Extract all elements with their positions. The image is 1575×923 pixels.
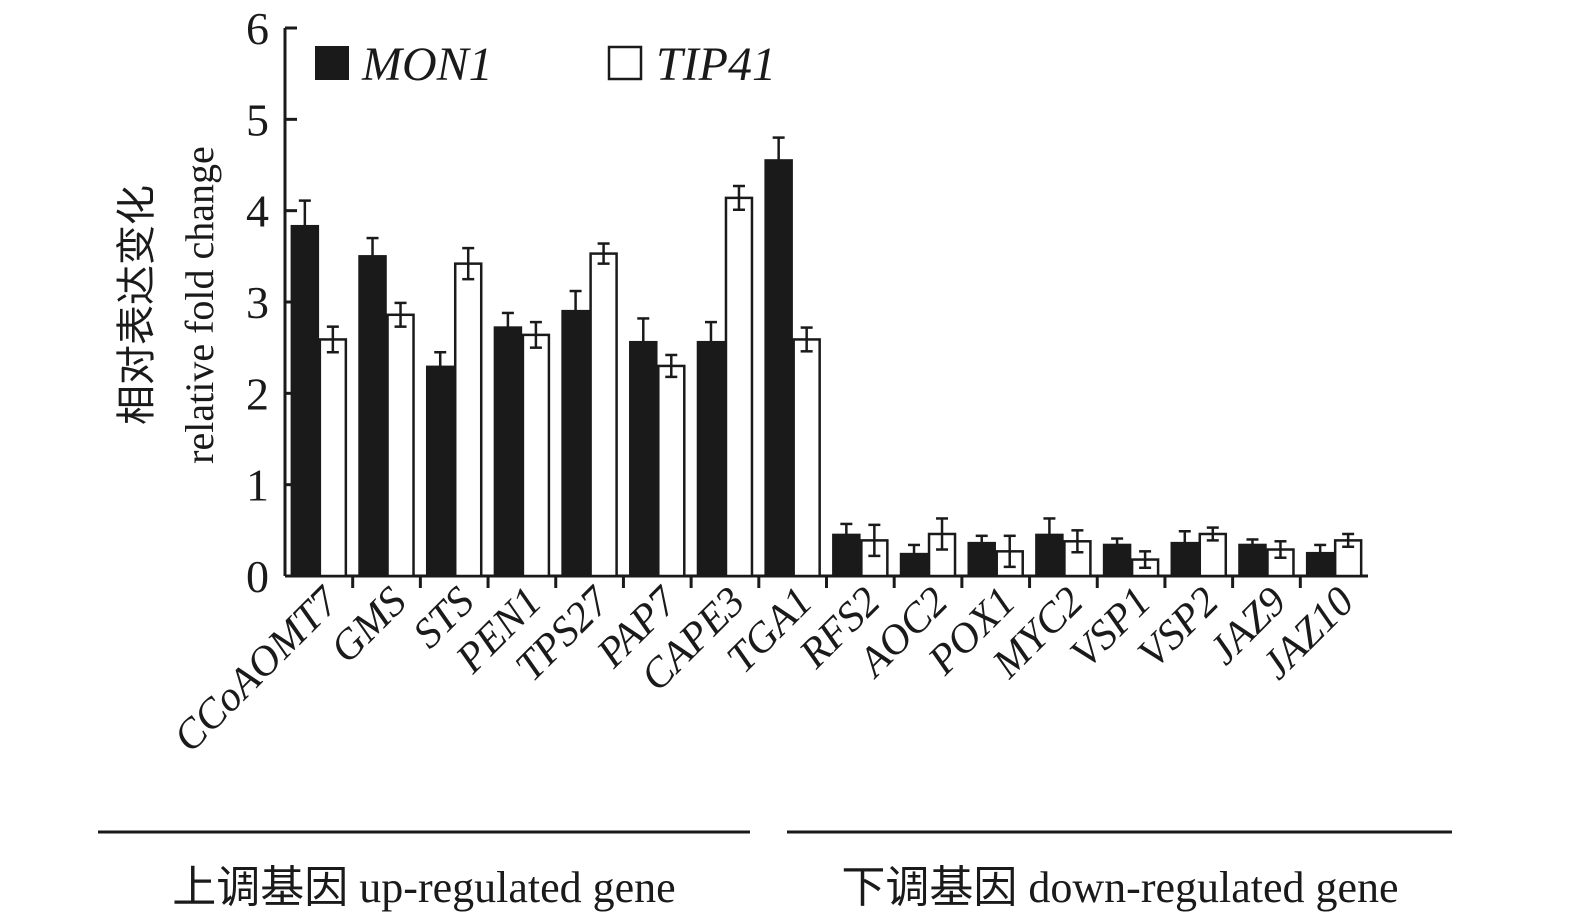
error-bars bbox=[298, 136, 1355, 570]
legend-label-tip41: TIP41 bbox=[656, 38, 776, 91]
bar-mon1-pap7 bbox=[629, 340, 658, 578]
bar-tip41-tps27 bbox=[589, 252, 618, 578]
y-tick-label: 2 bbox=[246, 368, 269, 419]
y-axis-ticks: 0 1 2 3 4 5 6 bbox=[246, 3, 297, 602]
y-tick-label: 6 bbox=[246, 3, 269, 54]
x-tick-label-gms: GMS bbox=[322, 579, 416, 673]
bar-mon1-cape3 bbox=[696, 340, 726, 578]
group-brackets: 上调基因 up-regulated gene 下调基因 down-regulat… bbox=[98, 830, 1452, 912]
legend-swatch-tip41 bbox=[607, 45, 643, 81]
y-tick-label: 3 bbox=[246, 277, 269, 328]
bar-tip41-cape3 bbox=[724, 196, 754, 578]
y-tick-label: 4 bbox=[246, 186, 269, 237]
bar-mon1-ccoaomt7 bbox=[290, 224, 320, 578]
bar-mon1-sts bbox=[425, 365, 455, 578]
bar-tip41-ccoaomt7 bbox=[318, 338, 348, 578]
legend-label-mon1: MON1 bbox=[361, 38, 493, 91]
up-regulated-group-label: 上调基因 up-regulated gene bbox=[172, 863, 675, 912]
bar-mon1-gms bbox=[358, 255, 387, 578]
bar-tip41-sts bbox=[453, 262, 483, 578]
y-tick-label: 5 bbox=[246, 94, 269, 145]
x-axis-labels: CCoAOMT7GMSSTSPEN1TPS27PAP7CAPE3TGA1RFS2… bbox=[165, 577, 1363, 761]
bar-tip41-tga1 bbox=[792, 338, 821, 578]
bar-tip41-pen1 bbox=[521, 333, 551, 578]
bar-series bbox=[290, 159, 1363, 578]
y-tick-label: 1 bbox=[246, 460, 269, 511]
bar-mon1-vsp2 bbox=[1170, 541, 1200, 578]
bar-mon1-pen1 bbox=[493, 326, 523, 578]
y-axis-label-chinese: 相对表达变化 bbox=[114, 185, 159, 425]
bar-mon1-tga1 bbox=[764, 159, 793, 578]
bar-tip41-jaz9 bbox=[1266, 548, 1295, 578]
bar-tip41-pap7 bbox=[657, 364, 686, 578]
down-regulated-group-label: 下调基因 down-regulated gene bbox=[841, 863, 1398, 912]
y-axis-label: relative fold change bbox=[177, 146, 222, 464]
legend-swatch-mon1 bbox=[315, 46, 349, 80]
y-tick-label: 0 bbox=[246, 551, 269, 602]
bar-mon1-tps27 bbox=[561, 309, 590, 578]
legend: MON1 TIP41 bbox=[315, 38, 776, 91]
bar-tip41-gms bbox=[386, 313, 415, 578]
x-tick-label-ccoaomt7: CCoAOMT7 bbox=[165, 577, 349, 761]
